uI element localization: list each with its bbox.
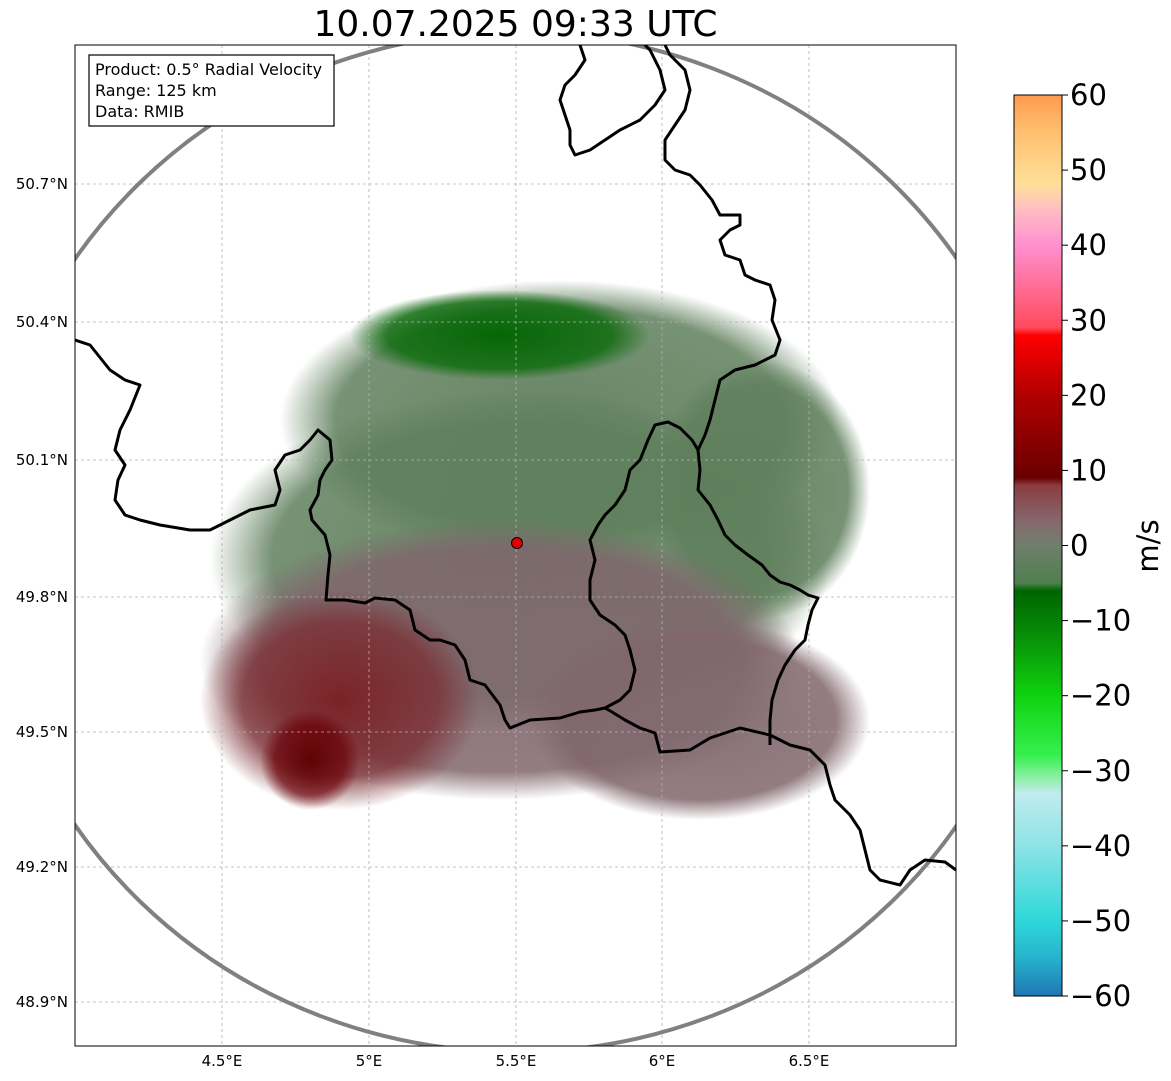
colorbar-tick-label: 10 <box>1070 453 1107 487</box>
y-tick-label: 48.9°N <box>16 993 68 1011</box>
colorbar-tick-label: 20 <box>1070 378 1107 412</box>
colorbar-scale <box>1013 94 1063 997</box>
info-range: Range: 125 km <box>95 81 217 100</box>
echo-region-max-inbound <box>350 290 650 380</box>
colorbar-tick-label: −40 <box>1070 829 1131 863</box>
colorbar-tick-label: −10 <box>1070 604 1131 638</box>
colorbar-tick-label: 30 <box>1070 303 1107 337</box>
y-axis: 50.7°N 50.4°N 50.1°N 49.8°N 49.5°N 49.2°… <box>16 175 68 1011</box>
colorbar: 60 50 40 30 20 10 0 −10 −20 −30 −40 −50 −60 m/s <box>1013 78 1165 1013</box>
country-borders <box>75 45 956 887</box>
colorbar-ticks: 60 50 40 30 20 10 0 −10 −20 −30 −40 −50 −60 <box>1062 78 1131 1013</box>
x-tick-label: 6.5°E <box>789 1052 830 1070</box>
colorbar-tick-label: 0 <box>1070 529 1088 563</box>
colorbar-tick-label: 60 <box>1070 78 1107 112</box>
radar-site-marker <box>511 537 523 549</box>
colorbar-tick-label: 40 <box>1070 228 1107 262</box>
map-title: 10.07.2025 09:33 UTC <box>313 4 718 45</box>
border-belgium-france <box>75 338 956 887</box>
x-tick-label: 5.5°E <box>496 1052 537 1070</box>
map-layers <box>75 45 956 1046</box>
y-tick-label: 49.2°N <box>16 858 68 876</box>
x-tick-label: 6°E <box>649 1052 676 1070</box>
colorbar-tick-label: −50 <box>1070 904 1131 938</box>
colorbar-unit-label: m/s <box>1131 519 1165 572</box>
y-tick-label: 50.7°N <box>16 175 68 193</box>
colorbar-tick-label: −60 <box>1070 979 1131 1013</box>
y-tick-label: 50.1°N <box>16 451 68 469</box>
colorbar-tick-label: −30 <box>1070 754 1131 788</box>
y-tick-label: 49.5°N <box>16 723 68 741</box>
info-box: Product: 0.5° Radial Velocity Range: 125… <box>88 54 335 127</box>
echo-region-east <box>650 360 870 620</box>
map-frame <box>74 44 957 1047</box>
echo-region-southeast <box>530 620 870 820</box>
y-tick-label: 50.4°N <box>16 313 68 331</box>
x-axis: 4.5°E 5°E 5.5°E 6°E 6.5°E <box>202 1052 830 1070</box>
info-product: Product: 0.5° Radial Velocity <box>95 60 322 79</box>
x-tick-label: 4.5°E <box>202 1052 243 1070</box>
info-source: Data: RMIB <box>95 102 184 121</box>
colorbar-tick-label: −20 <box>1070 679 1131 713</box>
echo-region-max-outbound <box>260 710 360 810</box>
border-netherlands <box>558 45 667 157</box>
graticule <box>75 45 956 1046</box>
y-tick-label: 49.8°N <box>16 588 68 606</box>
x-tick-label: 5°E <box>356 1052 383 1070</box>
border-germany-belgium <box>663 45 782 451</box>
colorbar-tick-label: 50 <box>1070 153 1107 187</box>
